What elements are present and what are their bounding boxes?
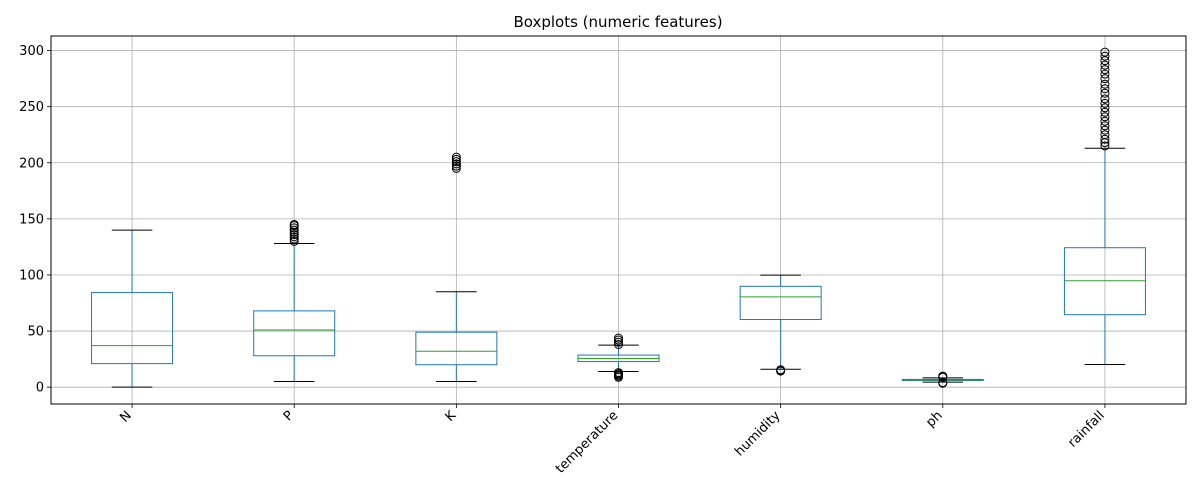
outlier-point bbox=[1100, 141, 1110, 151]
outlier-point bbox=[289, 230, 299, 240]
box-iqr bbox=[253, 310, 336, 357]
outlier-point bbox=[451, 157, 461, 167]
x-tick-label: rainfall bbox=[1065, 408, 1107, 450]
outlier-point bbox=[1100, 98, 1110, 108]
box-iqr bbox=[1063, 247, 1146, 316]
outlier-point bbox=[1100, 121, 1110, 131]
outlier-point bbox=[1100, 51, 1110, 61]
outlier-point bbox=[776, 365, 786, 375]
plot-frame bbox=[50, 35, 1187, 405]
outlier-point bbox=[289, 225, 299, 235]
box-iqr bbox=[91, 292, 174, 365]
outlier-point bbox=[614, 340, 623, 350]
outlier-point bbox=[451, 163, 461, 173]
outlier-point bbox=[1100, 88, 1110, 98]
chart-title: Boxplots (numeric features) bbox=[513, 13, 722, 31]
x-tick-label: N bbox=[117, 408, 134, 425]
x-tick-label: humidity bbox=[732, 408, 783, 459]
x-tick-label: K bbox=[443, 408, 460, 425]
outlier-point bbox=[1100, 56, 1110, 66]
x-tick-label: ph bbox=[923, 408, 945, 430]
y-tick-label: 0 bbox=[36, 381, 44, 396]
box-temperature bbox=[577, 333, 660, 382]
outlier-point bbox=[1100, 134, 1110, 144]
y-tick-label: 300 bbox=[19, 44, 44, 59]
box-K bbox=[415, 152, 498, 383]
outlier-point bbox=[938, 378, 948, 388]
box-humidity bbox=[739, 274, 822, 376]
outlier-point bbox=[451, 152, 461, 162]
outlier-point bbox=[1100, 94, 1110, 104]
outlier-point bbox=[1100, 125, 1110, 135]
outlier-point bbox=[289, 232, 299, 242]
outlier-point bbox=[614, 337, 623, 347]
outlier-point bbox=[289, 219, 299, 229]
outlier-point bbox=[1100, 107, 1110, 117]
outlier-point bbox=[1100, 47, 1110, 57]
outlier-point bbox=[289, 236, 299, 246]
outlier-point bbox=[1100, 116, 1110, 126]
outlier-point bbox=[1100, 103, 1110, 113]
outlier-point bbox=[614, 368, 623, 378]
y-tick-label: 200 bbox=[19, 156, 44, 171]
box-iqr bbox=[415, 331, 498, 366]
y-tick-label: 50 bbox=[27, 325, 44, 340]
outlier-point bbox=[289, 234, 299, 244]
y-tick-label: 150 bbox=[19, 212, 44, 227]
outlier-point bbox=[1100, 79, 1110, 89]
outlier-point bbox=[1100, 65, 1110, 75]
outlier-point bbox=[1100, 74, 1110, 84]
box-rainfall bbox=[1063, 47, 1146, 366]
x-tick-label: P bbox=[281, 408, 297, 424]
outlier-point bbox=[1100, 130, 1110, 140]
outlier-point bbox=[1100, 60, 1110, 70]
outlier-point bbox=[451, 159, 461, 169]
y-tick-label: 250 bbox=[19, 100, 44, 115]
box-iqr bbox=[739, 285, 822, 321]
y-tick-label: 100 bbox=[19, 268, 44, 283]
box-ph bbox=[901, 371, 984, 388]
outlier-point bbox=[938, 371, 948, 381]
box-N bbox=[91, 229, 174, 388]
outlier-point bbox=[451, 161, 461, 171]
box-P bbox=[253, 219, 336, 383]
outlier-point bbox=[451, 154, 461, 164]
outlier-point bbox=[289, 223, 299, 233]
outlier-point bbox=[614, 333, 623, 343]
x-tick-label: temperature bbox=[553, 408, 621, 476]
outlier-point bbox=[1100, 69, 1110, 79]
outlier-point bbox=[1100, 112, 1110, 122]
box-layer bbox=[91, 47, 1146, 388]
outlier-point bbox=[1100, 84, 1110, 94]
